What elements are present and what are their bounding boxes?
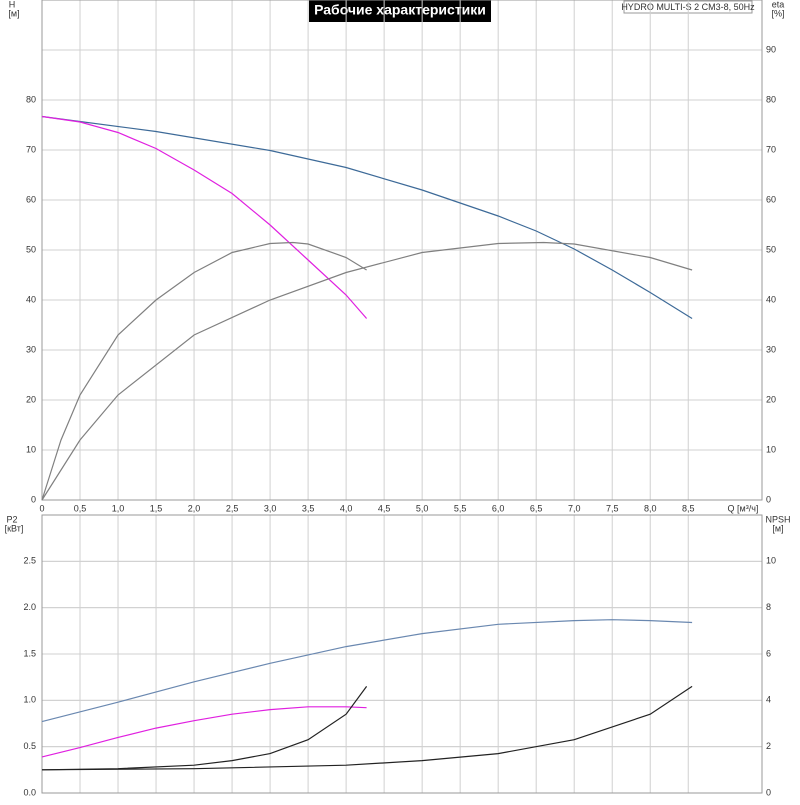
x-tick-label: 4,0 bbox=[340, 503, 353, 513]
y2-tick-label: 60 bbox=[766, 194, 776, 204]
y2-tick-label: 0 bbox=[766, 787, 771, 797]
x-tick-label: 2,5 bbox=[226, 503, 239, 513]
curve bbox=[41, 686, 368, 771]
y-tick-label: 50 bbox=[26, 244, 36, 254]
y-tick-label: 70 bbox=[26, 144, 36, 154]
y2-tick-label: 0 bbox=[766, 494, 771, 504]
y-tick-label: 80 bbox=[26, 94, 36, 104]
y2-tick-label: 2 bbox=[766, 741, 771, 751]
x-tick-label: 1,0 bbox=[112, 503, 125, 513]
y-tick-label: 20 bbox=[26, 394, 36, 404]
y2-tick-label: 80 bbox=[766, 94, 776, 104]
y2-tick-label: 4 bbox=[766, 695, 771, 705]
x-tick-label: 6,5 bbox=[530, 503, 543, 513]
y2-tick-label: 40 bbox=[766, 294, 776, 304]
x-tick-label: 6,0 bbox=[492, 503, 505, 513]
y-tick-label: 2.0 bbox=[23, 602, 36, 612]
curve bbox=[41, 241, 693, 501]
x-tick-label: 8,5 bbox=[682, 503, 695, 513]
y2-tick-label: 10 bbox=[766, 556, 776, 566]
x-axis-label: Q [м³/ч] bbox=[728, 503, 759, 513]
y-tick-label: 1.5 bbox=[23, 648, 36, 658]
y2-tick-label: 70 bbox=[766, 144, 776, 154]
y-tick-label: 0.5 bbox=[23, 741, 36, 751]
x-tick-label: 7,0 bbox=[568, 503, 581, 513]
curve bbox=[41, 706, 367, 758]
x-tick-label: 0 bbox=[39, 503, 44, 513]
curve bbox=[41, 115, 693, 320]
y2-axis-label: NPSH bbox=[765, 514, 790, 524]
x-tick-label: 3,5 bbox=[302, 503, 315, 513]
y2-tick-label: 50 bbox=[766, 244, 776, 254]
chart-title: Рабочие характеристики bbox=[314, 2, 486, 18]
x-tick-label: 5,5 bbox=[454, 503, 467, 513]
y2-tick-label: 20 bbox=[766, 394, 776, 404]
y-axis-unit: [кВт] bbox=[5, 523, 24, 533]
y2-axis-unit: [%] bbox=[771, 8, 784, 18]
curve bbox=[41, 685, 693, 771]
y2-tick-label: 6 bbox=[766, 648, 771, 658]
y-tick-label: 10 bbox=[26, 444, 36, 454]
y-axis-label: H bbox=[9, 0, 16, 9]
x-tick-label: 0,5 bbox=[74, 503, 87, 513]
y-tick-label: 30 bbox=[26, 344, 36, 354]
y-tick-label: 0.0 bbox=[23, 787, 36, 797]
x-tick-label: 3,0 bbox=[264, 503, 277, 513]
y-tick-label: 60 bbox=[26, 194, 36, 204]
curve bbox=[41, 115, 368, 319]
x-tick-label: 8,0 bbox=[644, 503, 657, 513]
plot-frame bbox=[41, 514, 763, 794]
title-box bbox=[309, 0, 491, 22]
y2-axis-unit: [м] bbox=[772, 523, 783, 533]
curve bbox=[41, 241, 367, 501]
y2-tick-label: 8 bbox=[766, 602, 771, 612]
x-tick-label: 7,5 bbox=[606, 503, 619, 513]
y2-axis-label: eta bbox=[772, 0, 785, 9]
y-axis-label: P2 bbox=[6, 514, 17, 524]
plot-frame bbox=[41, 0, 763, 501]
x-tick-label: 4,5 bbox=[378, 503, 391, 513]
x-tick-label: 5,0 bbox=[416, 503, 429, 513]
x-tick-label: 1,5 bbox=[150, 503, 163, 513]
y-tick-label: 1.0 bbox=[23, 695, 36, 705]
y-axis-unit: [м] bbox=[8, 8, 19, 18]
y2-tick-label: 90 bbox=[766, 44, 776, 54]
curve bbox=[41, 619, 693, 723]
x-tick-label: 2,0 bbox=[188, 503, 201, 513]
y-tick-label: 0 bbox=[31, 494, 36, 504]
y2-tick-label: 10 bbox=[766, 444, 776, 454]
y-tick-label: 2.5 bbox=[23, 556, 36, 566]
y-tick-label: 40 bbox=[26, 294, 36, 304]
y2-tick-label: 30 bbox=[766, 344, 776, 354]
